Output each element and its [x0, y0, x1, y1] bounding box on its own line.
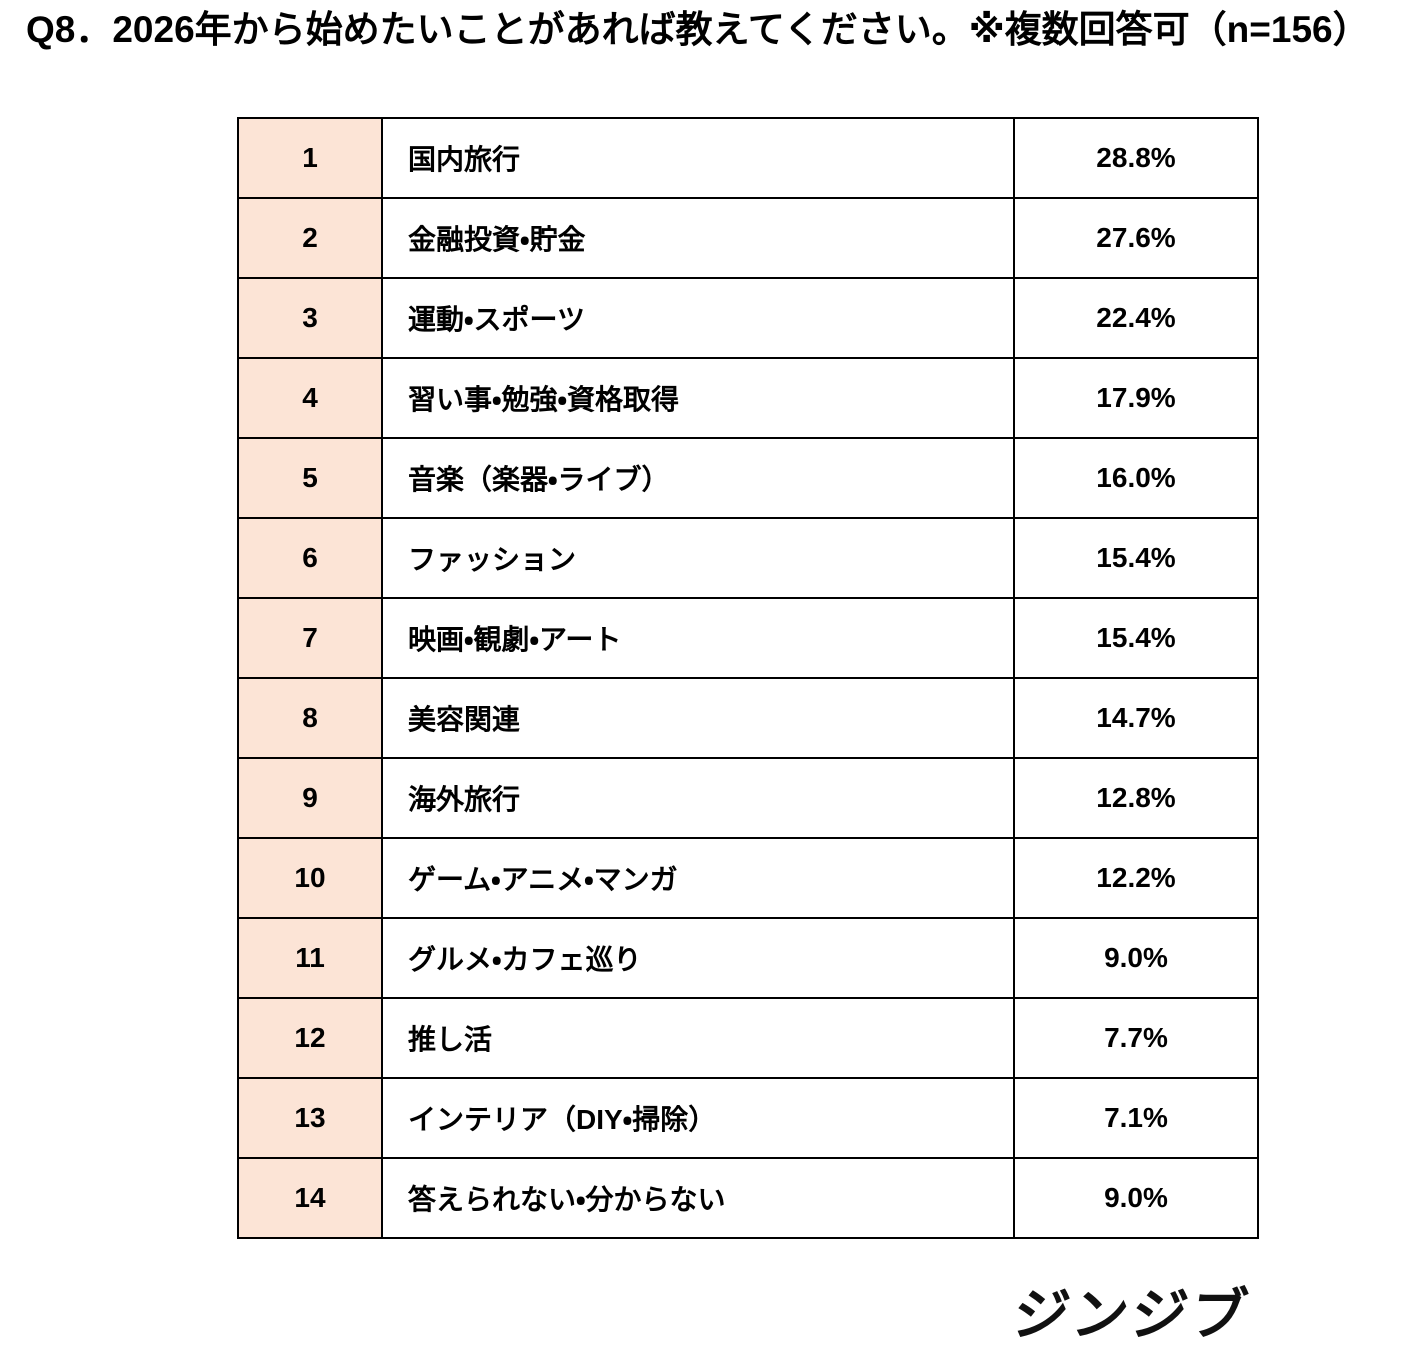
item-label-cell: ファッション: [381, 517, 1015, 599]
table-row: 13 インテリア（DIY・掃除） 7.1%: [237, 1077, 1259, 1159]
item-label-cell: 習い事・勉強・資格取得: [381, 357, 1015, 439]
percentage-cell: 27.6%: [1013, 197, 1259, 279]
rank-cell: 7: [237, 597, 383, 679]
percentage-cell: 9.0%: [1013, 917, 1259, 999]
item-label-cell: ゲーム・アニメ・マンガ: [381, 837, 1015, 919]
item-label-cell: 国内旅行: [381, 117, 1015, 199]
table-row: 12 推し活 7.7%: [237, 997, 1259, 1079]
item-label-cell: 金融投資・貯金: [381, 197, 1015, 279]
item-label-cell: 映画・観劇・アート: [381, 597, 1015, 679]
percentage-cell: 7.1%: [1013, 1077, 1259, 1159]
survey-results-table: 1 国内旅行 28.8% 2 金融投資・貯金 27.6% 3 運動・スポーツ 2…: [237, 117, 1259, 1239]
table-row: 7 映画・観劇・アート 15.4%: [237, 597, 1259, 679]
item-label-cell: グルメ・カフェ巡り: [381, 917, 1015, 999]
percentage-cell: 14.7%: [1013, 677, 1259, 759]
percentage-cell: 15.4%: [1013, 597, 1259, 679]
percentage-cell: 17.9%: [1013, 357, 1259, 439]
rank-cell: 2: [237, 197, 383, 279]
table-row: 5 音楽（楽器・ライブ） 16.0%: [237, 437, 1259, 519]
item-label-cell: 運動・スポーツ: [381, 277, 1015, 359]
rank-cell: 13: [237, 1077, 383, 1159]
item-label-cell: 答えられない・分からない: [381, 1157, 1015, 1239]
item-label-cell: 美容関連: [381, 677, 1015, 759]
table-row: 9 海外旅行 12.8%: [237, 757, 1259, 839]
item-label-cell: 推し活: [381, 997, 1015, 1079]
percentage-cell: 12.8%: [1013, 757, 1259, 839]
table-row: 4 習い事・勉強・資格取得 17.9%: [237, 357, 1259, 439]
table-row: 14 答えられない・分からない 9.0%: [237, 1157, 1259, 1239]
table-body: 1 国内旅行 28.8% 2 金融投資・貯金 27.6% 3 運動・スポーツ 2…: [237, 117, 1259, 1239]
rank-cell: 6: [237, 517, 383, 599]
percentage-cell: 28.8%: [1013, 117, 1259, 199]
rank-cell: 9: [237, 757, 383, 839]
rank-cell: 1: [237, 117, 383, 199]
table-row: 6 ファッション 15.4%: [237, 517, 1259, 599]
rank-cell: 4: [237, 357, 383, 439]
rank-cell: 10: [237, 837, 383, 919]
table-row: 2 金融投資・貯金 27.6%: [237, 197, 1259, 279]
item-label-cell: 音楽（楽器・ライブ）: [381, 437, 1015, 519]
percentage-cell: 15.4%: [1013, 517, 1259, 599]
page-title: Q8．2026年から始めたいことがあれば教えてください。※複数回答可（n=156…: [26, 9, 1370, 50]
rank-cell: 12: [237, 997, 383, 1079]
table-row: 8 美容関連 14.7%: [237, 677, 1259, 759]
rank-cell: 3: [237, 277, 383, 359]
table-row: 11 グルメ・カフェ巡り 9.0%: [237, 917, 1259, 999]
table-row: 3 運動・スポーツ 22.4%: [237, 277, 1259, 359]
jinjib-logo: ジンジブ: [1009, 1283, 1254, 1346]
rank-cell: 8: [237, 677, 383, 759]
table-row: 10 ゲーム・アニメ・マンガ 12.2%: [237, 837, 1259, 919]
percentage-cell: 12.2%: [1013, 837, 1259, 919]
percentage-cell: 16.0%: [1013, 437, 1259, 519]
rank-cell: 14: [237, 1157, 383, 1239]
rank-cell: 5: [237, 437, 383, 519]
item-label-cell: インテリア（DIY・掃除）: [381, 1077, 1015, 1159]
item-label-cell: 海外旅行: [381, 757, 1015, 839]
rank-cell: 11: [237, 917, 383, 999]
percentage-cell: 7.7%: [1013, 997, 1259, 1079]
table-row: 1 国内旅行 28.8%: [237, 117, 1259, 199]
percentage-cell: 22.4%: [1013, 277, 1259, 359]
percentage-cell: 9.0%: [1013, 1157, 1259, 1239]
